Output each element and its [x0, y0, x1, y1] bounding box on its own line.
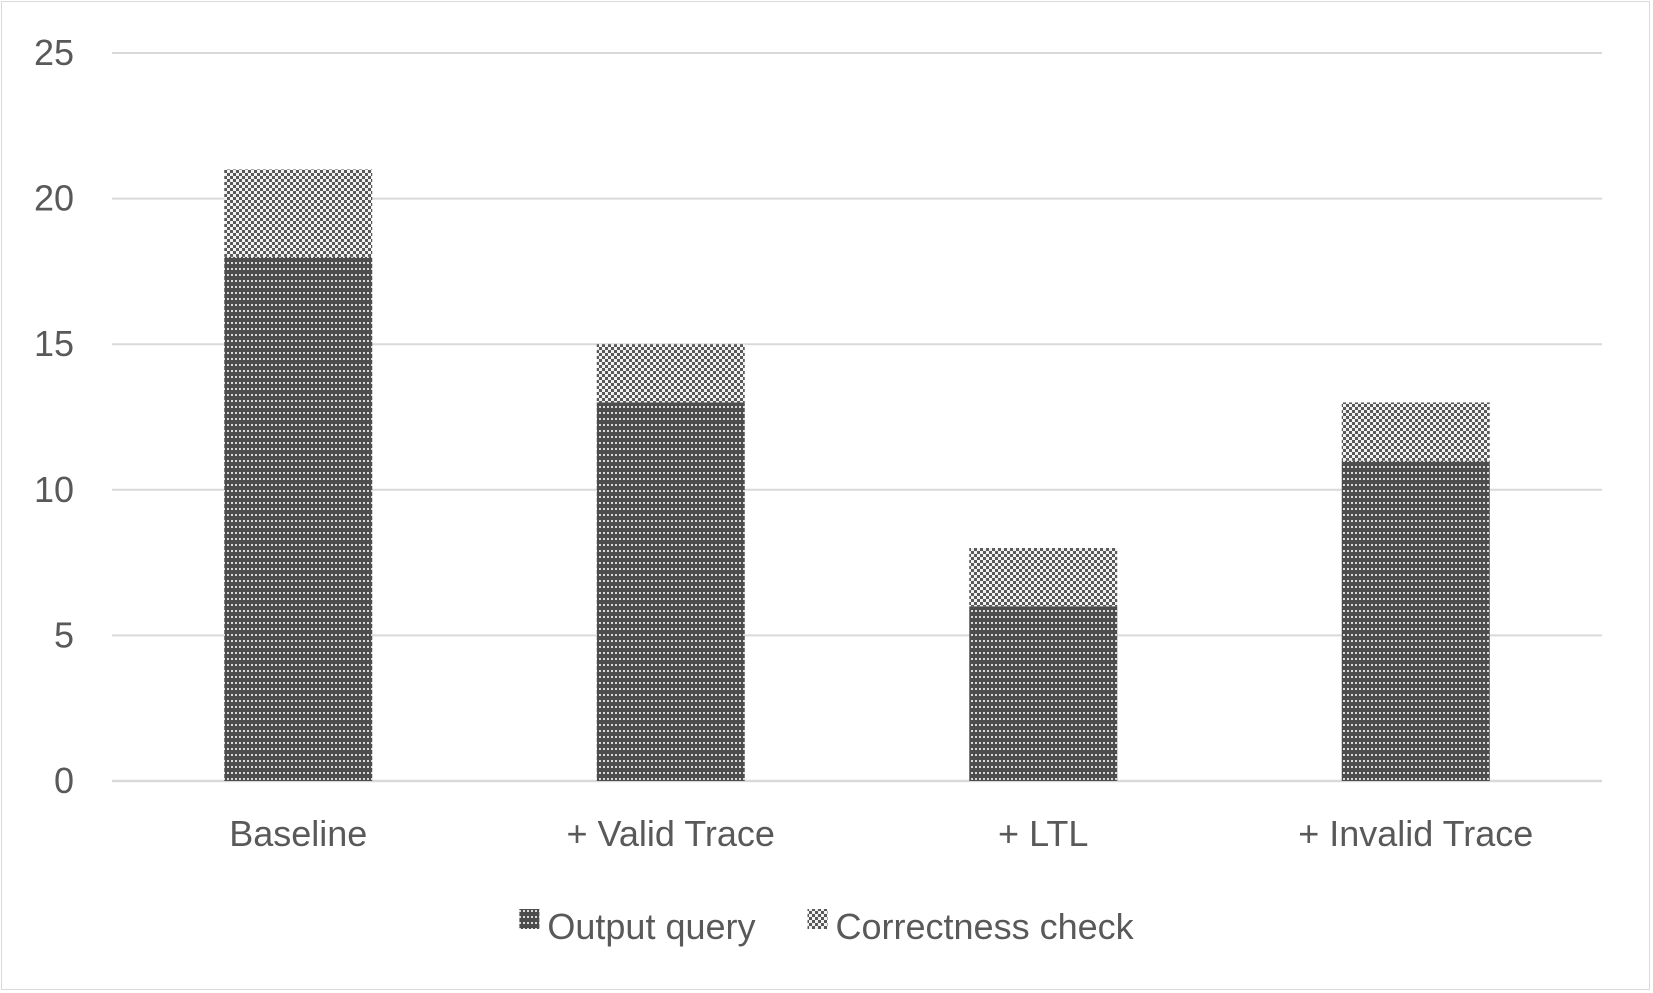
y-tick-label: 25	[34, 32, 74, 73]
legend-swatch-correctness-check	[807, 909, 828, 929]
legend-label: Output query	[547, 906, 755, 947]
bar-segment-correctness-check	[969, 548, 1118, 607]
legend-item: Output query	[519, 906, 756, 947]
y-axis: 0 5 10 15 20 25	[34, 32, 74, 801]
bar-segment-correctness-check	[224, 169, 373, 257]
bar-segment-output-query	[969, 606, 1118, 781]
x-axis: Baseline + Valid Trace + LTL + Invalid Trac…	[229, 813, 1533, 854]
legend-swatch-output-query	[519, 909, 540, 929]
y-tick-label: 15	[34, 323, 74, 364]
y-tick-label: 10	[34, 469, 74, 510]
y-tick-label: 5	[54, 614, 74, 655]
bar-segment-output-query	[596, 402, 745, 781]
bar-segment-output-query	[224, 256, 373, 782]
legend: Output query Correctness check	[519, 906, 1135, 947]
y-tick-label: 0	[54, 760, 74, 801]
x-tick-label: Baseline	[229, 813, 367, 854]
bar-segment-output-query	[1341, 460, 1490, 781]
x-tick-label: + LTL	[998, 813, 1088, 854]
bar-segment-correctness-check	[1341, 402, 1490, 461]
bar-segment-correctness-check	[596, 344, 745, 403]
legend-item: Correctness check	[807, 906, 1135, 947]
x-tick-label: + Valid Trace	[567, 813, 775, 854]
x-tick-label: + Invalid Trace	[1298, 813, 1533, 854]
bars	[224, 169, 1490, 782]
y-tick-label: 20	[34, 178, 74, 219]
legend-label: Correctness check	[836, 906, 1135, 947]
